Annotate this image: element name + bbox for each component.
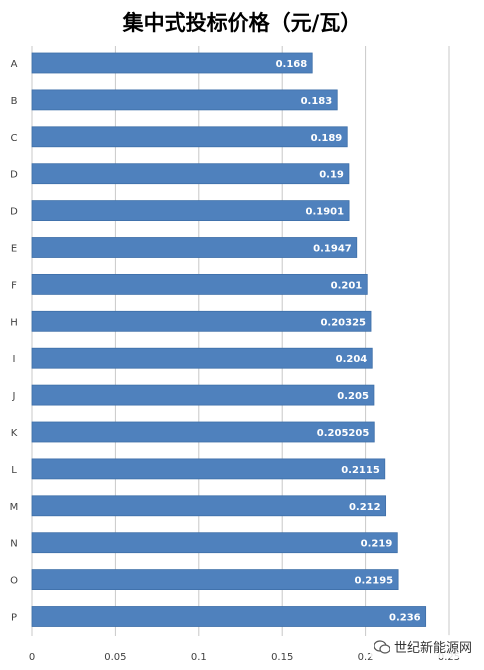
- bar: [31, 273, 368, 295]
- data-label: 0.189: [311, 133, 343, 144]
- category-label: D: [10, 207, 18, 218]
- data-label: 0.19: [319, 170, 344, 181]
- x-tick-label: 0: [29, 652, 35, 663]
- data-label: 0.1947: [313, 244, 352, 255]
- category-label: L: [11, 465, 17, 476]
- bar: [31, 310, 372, 332]
- bar: [31, 52, 313, 74]
- x-tick-label: 0.05: [104, 652, 126, 663]
- watermark-text: 世纪新能源网: [393, 641, 472, 656]
- bar: [31, 495, 387, 517]
- category-label: D: [10, 170, 18, 181]
- data-label: 0.2195: [355, 576, 394, 587]
- bar: [31, 89, 338, 111]
- category-label: I: [13, 354, 16, 365]
- bar: [31, 569, 399, 590]
- bar: [31, 163, 350, 185]
- category-label: M: [10, 502, 19, 513]
- category-label: O: [10, 576, 18, 587]
- bar: [31, 532, 398, 554]
- data-label: 0.205205: [317, 428, 370, 439]
- x-tick-label: 0.2: [358, 652, 374, 663]
- x-tick-label: 0.15: [271, 652, 293, 663]
- category-label: B: [11, 96, 18, 107]
- bar: [31, 200, 350, 222]
- category-label: H: [10, 317, 18, 328]
- wechat-icon: [373, 639, 391, 654]
- category-label: N: [10, 539, 17, 550]
- x-tick-label: 0.1: [191, 652, 207, 663]
- chart-title: 集中式投标价格（元/瓦）: [122, 10, 362, 35]
- data-label: 0.20325: [320, 317, 366, 328]
- category-label: A: [11, 59, 18, 70]
- bar: [31, 384, 375, 406]
- watermark-logo: 世纪新能源网: [369, 635, 476, 658]
- category-label: K: [11, 428, 18, 439]
- data-label: 0.1901: [305, 207, 344, 218]
- bar: [31, 421, 375, 443]
- category-label: F: [11, 280, 17, 291]
- data-label: 0.183: [301, 96, 333, 107]
- bars-layer: [31, 52, 427, 627]
- labels-layer: 0.168 0.183 0.189 0.19 0.1901 0.1947 0.201 0.20…: [276, 59, 421, 624]
- bar: [31, 347, 373, 369]
- bar: [31, 458, 386, 480]
- data-label: 0.219: [361, 539, 393, 550]
- data-label: 0.168: [276, 59, 308, 70]
- bar: [31, 237, 358, 258]
- data-label: 0.204: [336, 354, 368, 365]
- category-label: E: [11, 244, 17, 255]
- category-label: P: [11, 613, 17, 624]
- data-label: 0.205: [337, 391, 369, 402]
- category-label: J: [12, 391, 16, 402]
- data-label: 0.201: [331, 280, 363, 291]
- data-label: 0.212: [349, 502, 381, 513]
- bar: [31, 126, 348, 148]
- category-label: C: [11, 133, 18, 144]
- data-label: 0.236: [389, 613, 421, 624]
- data-label: 0.2115: [341, 465, 380, 476]
- bar: [31, 606, 427, 627]
